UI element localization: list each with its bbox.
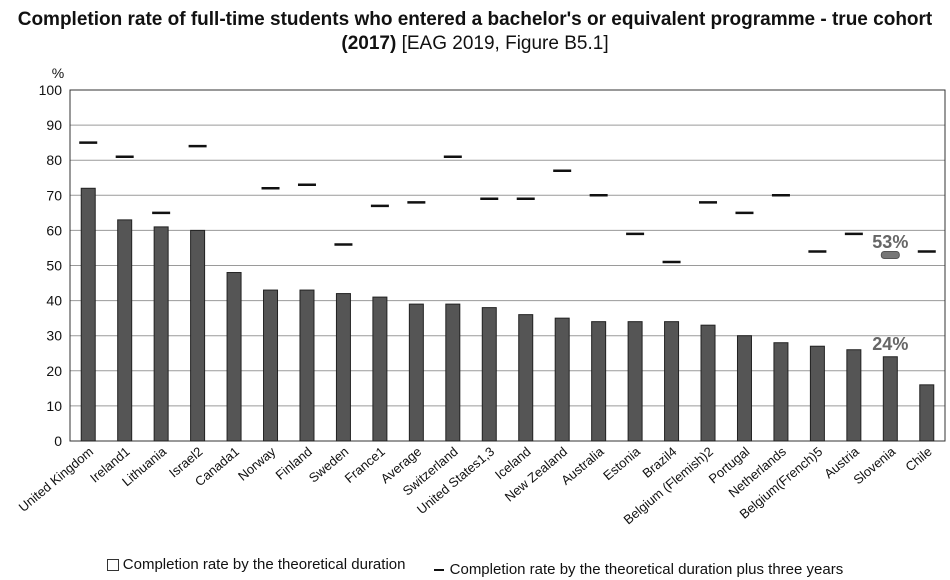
bar bbox=[153, 226, 169, 442]
bar bbox=[481, 307, 497, 442]
bar bbox=[554, 317, 570, 442]
title-reference: [EAG 2019, Figure B5.1] bbox=[401, 33, 609, 54]
bar bbox=[80, 187, 96, 442]
bar bbox=[736, 335, 752, 442]
y-tick-label: 20 bbox=[46, 363, 62, 379]
y-tick-label: 0 bbox=[54, 433, 62, 449]
bar bbox=[882, 356, 898, 442]
chart-title: Completion rate of full-time students wh… bbox=[0, 8, 950, 56]
bar bbox=[518, 314, 534, 442]
y-tick-label: 80 bbox=[46, 152, 62, 168]
y-tick-label: 90 bbox=[46, 117, 62, 133]
bar bbox=[117, 219, 133, 442]
y-axis-label: % bbox=[52, 65, 64, 81]
marker-highlight bbox=[880, 250, 900, 259]
legend-label-marker: Completion rate by the theoretical durat… bbox=[449, 561, 844, 578]
bar bbox=[773, 342, 789, 442]
y-tick-label: 100 bbox=[39, 82, 63, 98]
legend-dash-swatch bbox=[433, 568, 444, 571]
bar bbox=[299, 289, 315, 442]
bar bbox=[408, 303, 424, 442]
legend-item-marker: Completion rate by the theoretical durat… bbox=[433, 561, 844, 578]
bar bbox=[664, 321, 680, 442]
bar bbox=[846, 349, 862, 442]
y-tick-label: 40 bbox=[46, 293, 62, 309]
bar bbox=[809, 345, 825, 442]
bar bbox=[700, 324, 716, 442]
data-label: 24% bbox=[872, 334, 908, 354]
bar bbox=[263, 289, 279, 442]
legend-label-bar: Completion rate by the theoretical durat… bbox=[122, 556, 406, 573]
title-main: Completion rate of full-time students wh… bbox=[17, 9, 933, 54]
y-tick-label: 50 bbox=[46, 258, 62, 274]
y-tick-label: 70 bbox=[46, 187, 62, 203]
bar bbox=[445, 303, 461, 442]
legend: Completion rate by the theoretical durat… bbox=[0, 556, 950, 578]
bar bbox=[627, 321, 643, 442]
x-tick-label: United Kingdom bbox=[16, 444, 97, 515]
bar bbox=[591, 321, 607, 442]
data-label: 53% bbox=[872, 232, 908, 252]
bar bbox=[372, 296, 388, 442]
y-tick-label: 10 bbox=[46, 398, 62, 414]
x-tick-label: Chile bbox=[902, 444, 934, 475]
bar bbox=[919, 384, 935, 442]
plot-frame bbox=[69, 89, 946, 442]
y-tick-label: 30 bbox=[46, 328, 62, 344]
legend-bar-swatch bbox=[106, 558, 119, 571]
x-tick-label: Norway bbox=[235, 443, 279, 483]
legend-item-bar: Completion rate by the theoretical durat… bbox=[106, 556, 406, 573]
x-tick-label: Slovenia bbox=[850, 443, 898, 487]
bar bbox=[335, 293, 351, 442]
y-tick-label: 60 bbox=[46, 222, 62, 238]
bar bbox=[226, 272, 242, 442]
bar bbox=[190, 229, 206, 442]
x-tick-label: Estonia bbox=[600, 443, 643, 483]
